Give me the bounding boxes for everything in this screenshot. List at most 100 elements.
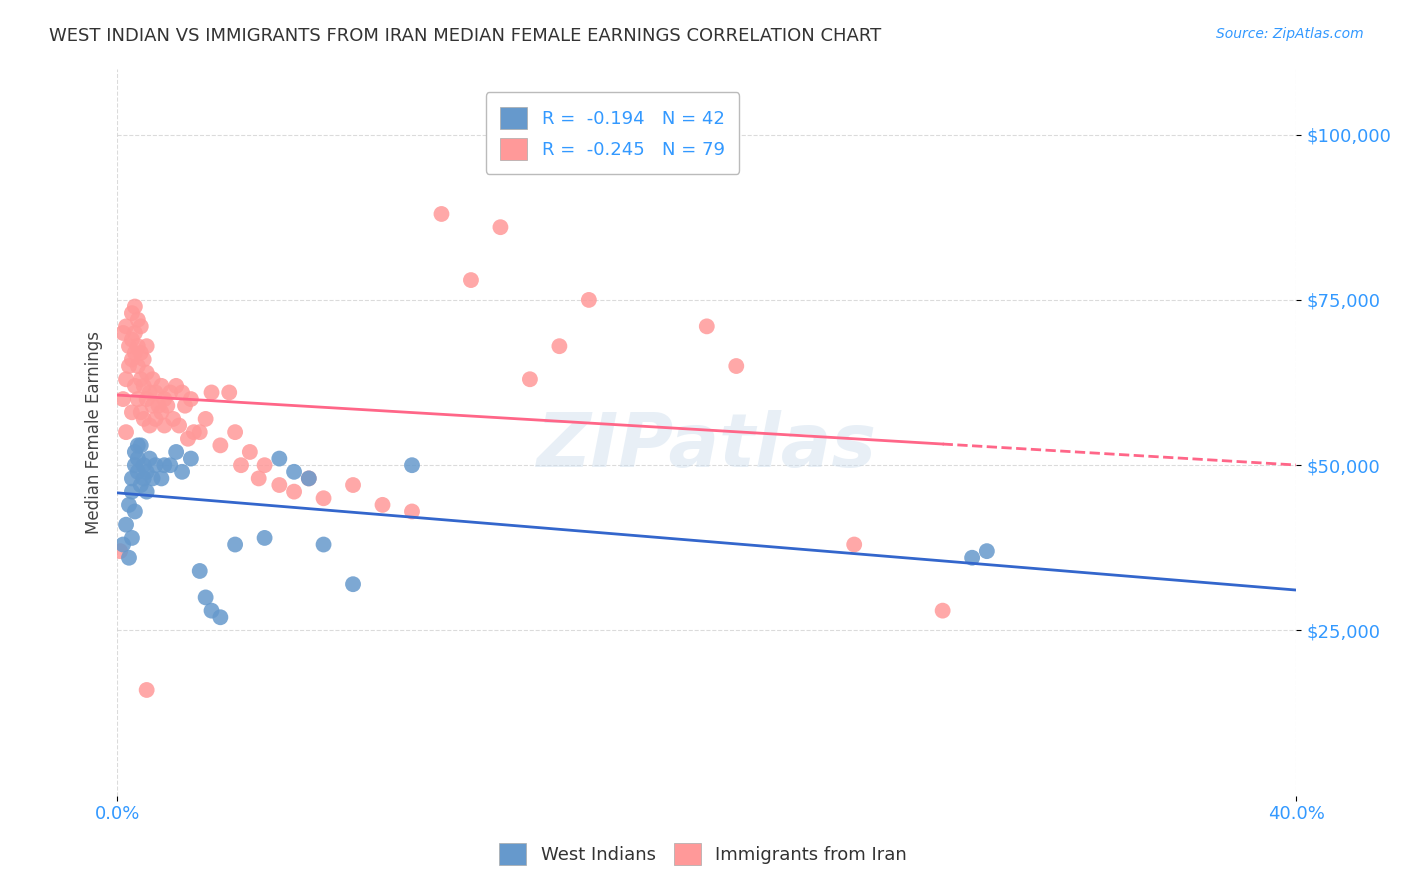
Point — [121, 471, 143, 485]
Point — [135, 484, 157, 499]
Point — [167, 418, 190, 433]
Point — [224, 537, 246, 551]
Point — [165, 379, 187, 393]
Legend: R =  -0.194   N = 42, R =  -0.245   N = 79: R = -0.194 N = 42, R = -0.245 N = 79 — [485, 92, 740, 174]
Point — [218, 385, 240, 400]
Point — [145, 412, 167, 426]
Point — [209, 438, 232, 452]
Point — [129, 319, 152, 334]
Point — [127, 392, 149, 406]
Point — [118, 550, 141, 565]
Point — [253, 531, 276, 545]
Point — [129, 372, 152, 386]
Text: ZIPatlas: ZIPatlas — [537, 410, 877, 483]
Legend: West Indians, Immigrants from Iran: West Indians, Immigrants from Iran — [492, 836, 914, 872]
Point — [548, 339, 571, 353]
Point — [725, 359, 748, 373]
Point — [342, 478, 364, 492]
Point — [519, 372, 541, 386]
Point — [135, 683, 157, 698]
Point — [118, 498, 141, 512]
Point — [371, 498, 394, 512]
Point — [121, 531, 143, 545]
Point — [283, 465, 305, 479]
Point — [124, 300, 146, 314]
Point — [976, 544, 998, 558]
Point — [121, 306, 143, 320]
Point — [142, 372, 165, 386]
Point — [132, 471, 155, 485]
Point — [112, 326, 135, 340]
Point — [138, 385, 160, 400]
Point — [142, 399, 165, 413]
Point — [170, 385, 193, 400]
Point — [696, 319, 718, 334]
Point — [578, 293, 600, 307]
Point — [200, 385, 222, 400]
Point — [150, 379, 173, 393]
Point — [132, 379, 155, 393]
Point — [129, 405, 152, 419]
Point — [180, 392, 202, 406]
Point — [283, 484, 305, 499]
Point — [121, 405, 143, 419]
Point — [138, 418, 160, 433]
Point — [156, 399, 179, 413]
Point — [127, 312, 149, 326]
Point — [269, 451, 291, 466]
Point — [124, 346, 146, 360]
Point — [224, 425, 246, 439]
Point — [129, 346, 152, 360]
Point — [188, 425, 211, 439]
Point — [115, 319, 138, 334]
Point — [124, 458, 146, 473]
Point — [135, 366, 157, 380]
Point — [115, 425, 138, 439]
Point — [312, 537, 335, 551]
Point — [150, 471, 173, 485]
Point — [177, 432, 200, 446]
Point — [298, 471, 321, 485]
Text: WEST INDIAN VS IMMIGRANTS FROM IRAN MEDIAN FEMALE EARNINGS CORRELATION CHART: WEST INDIAN VS IMMIGRANTS FROM IRAN MEDI… — [49, 27, 882, 45]
Point — [135, 392, 157, 406]
Point — [401, 458, 423, 473]
Point — [180, 451, 202, 466]
Point — [460, 273, 482, 287]
Point — [135, 465, 157, 479]
Point — [135, 339, 157, 353]
Point — [153, 392, 176, 406]
Point — [159, 458, 181, 473]
Point — [115, 372, 138, 386]
Point — [194, 412, 217, 426]
Point — [138, 451, 160, 466]
Point — [127, 465, 149, 479]
Point — [118, 359, 141, 373]
Point — [170, 465, 193, 479]
Point — [108, 544, 131, 558]
Point — [188, 564, 211, 578]
Point — [121, 333, 143, 347]
Point — [401, 504, 423, 518]
Point — [342, 577, 364, 591]
Point — [132, 412, 155, 426]
Point — [132, 458, 155, 473]
Point — [153, 458, 176, 473]
Point — [931, 604, 953, 618]
Point — [162, 412, 184, 426]
Point — [121, 352, 143, 367]
Point — [239, 445, 262, 459]
Point — [121, 484, 143, 499]
Point — [127, 339, 149, 353]
Point — [298, 471, 321, 485]
Point — [312, 491, 335, 506]
Point — [145, 385, 167, 400]
Point — [145, 458, 167, 473]
Point — [118, 339, 141, 353]
Point — [253, 458, 276, 473]
Point — [112, 537, 135, 551]
Point — [127, 359, 149, 373]
Point — [269, 478, 291, 492]
Point — [960, 550, 983, 565]
Point — [115, 517, 138, 532]
Point — [194, 591, 217, 605]
